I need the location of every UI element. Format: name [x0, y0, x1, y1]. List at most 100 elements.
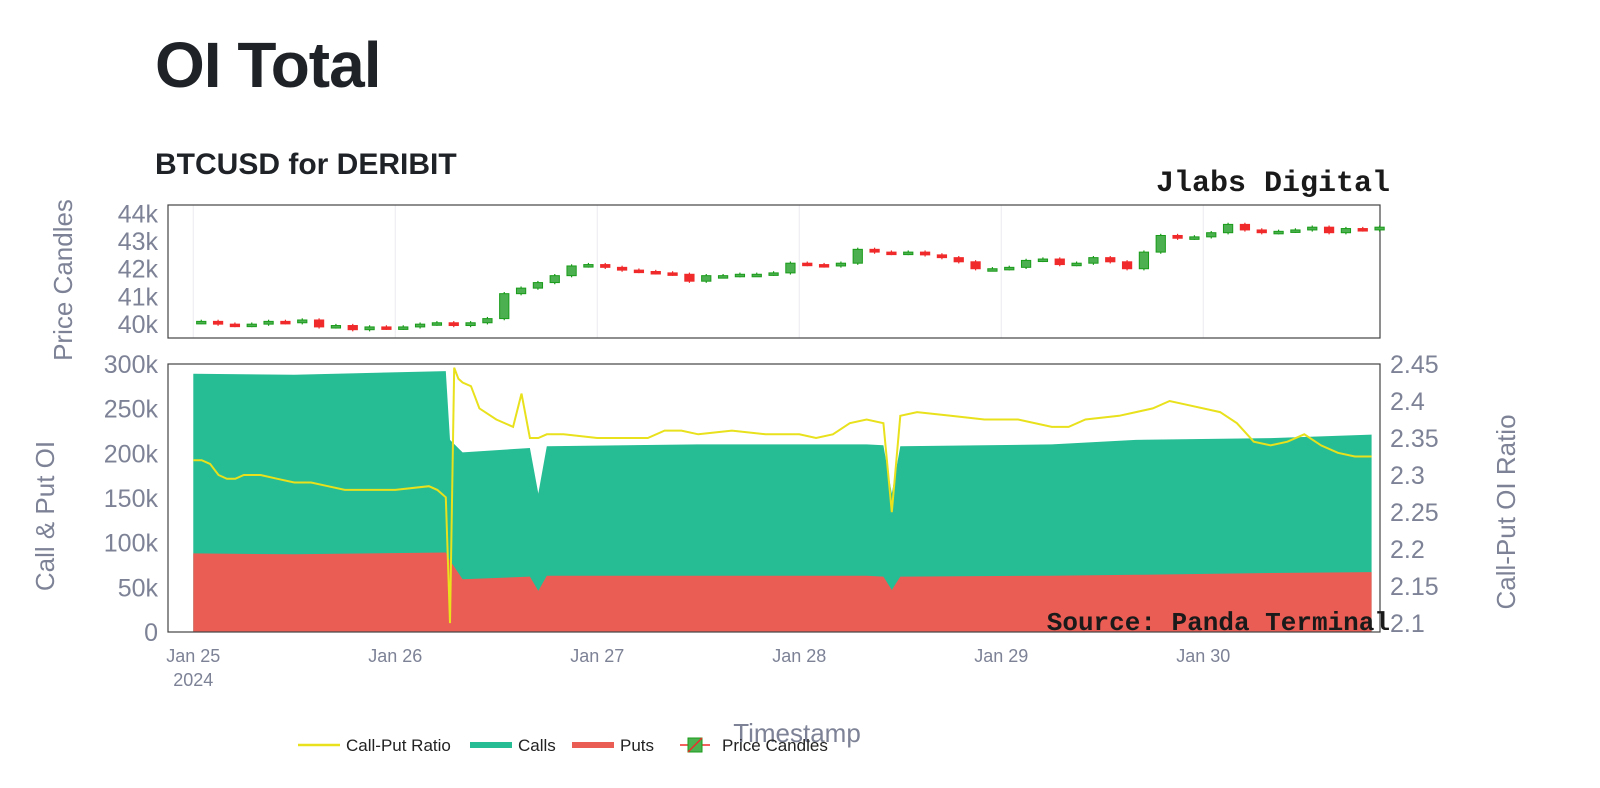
x-axis-title: Timestamp — [733, 718, 861, 748]
price-candle — [448, 321, 459, 328]
y-axis-title-candles: Price Candles — [48, 199, 78, 361]
legend-swatch-candle-slash — [687, 737, 703, 753]
price-candle — [650, 269, 661, 275]
candle-body — [364, 326, 375, 331]
price-candle — [381, 325, 392, 330]
chart-subtitle: BTCUSD for DERIBIT — [155, 148, 457, 181]
x-tick-label: Jan 25 — [166, 646, 220, 666]
candle-body — [684, 273, 695, 282]
candle-body — [1189, 236, 1200, 240]
candle-body — [1323, 226, 1335, 234]
candle-body — [1307, 226, 1318, 231]
price-candle — [818, 262, 830, 268]
price-candle — [751, 272, 762, 278]
candle-body — [532, 282, 544, 289]
price-candle — [717, 273, 729, 279]
price-candle — [1222, 222, 1234, 235]
ratio-y2-tick-label: 2.4 — [1390, 388, 1425, 416]
candle-body — [1273, 230, 1284, 235]
price-candle — [1340, 226, 1352, 235]
price-candle — [532, 280, 544, 290]
candle-body — [1138, 251, 1150, 270]
candle-body — [549, 275, 560, 284]
oi-y-tick-label: 50k — [118, 574, 159, 602]
legend-item: Puts — [572, 736, 654, 755]
price-candle — [869, 247, 880, 254]
price-candle — [1172, 233, 1183, 240]
price-candle — [1105, 255, 1116, 264]
ratio-y2-tick-label: 2.35 — [1390, 425, 1439, 453]
candle-body — [919, 251, 931, 256]
candle-body — [886, 251, 897, 256]
price-candle — [1307, 225, 1318, 232]
call-put-ratio-line — [193, 367, 1372, 624]
candle-body — [1340, 228, 1352, 234]
price-candle — [1054, 257, 1065, 267]
x-tick-label: Jan 30 — [1176, 646, 1230, 666]
oi-y-tick-label: 100k — [104, 530, 159, 558]
candle-body — [751, 273, 762, 278]
candle-body — [1206, 232, 1217, 238]
price-candle — [398, 325, 409, 330]
price-candle — [515, 286, 527, 296]
price-candle — [1256, 228, 1267, 235]
candle-body — [1004, 266, 1015, 271]
candle-body — [987, 268, 998, 272]
price-candle — [330, 323, 342, 329]
price-candle — [583, 262, 594, 268]
price-candle — [919, 250, 931, 257]
price-candle — [1323, 225, 1335, 235]
watermark-top: Jlabs Digital — [1156, 167, 1390, 201]
watermark-bottom: Source: Panda Terminal — [1047, 608, 1390, 638]
price-candle — [1357, 226, 1368, 232]
oi-panel — [167, 363, 1381, 633]
price-candle — [414, 322, 426, 329]
x-tick-label: Jan 28 — [772, 646, 826, 666]
candle-body — [297, 319, 308, 324]
candle-body — [818, 264, 830, 268]
price-candle — [196, 319, 207, 325]
candle-body — [1037, 258, 1049, 263]
candle-body — [936, 254, 948, 259]
candle-body — [650, 271, 661, 275]
price-candle — [684, 272, 695, 283]
price-candle — [633, 268, 645, 274]
price-candle — [667, 271, 678, 276]
candle-body — [414, 323, 426, 328]
price-candle — [1004, 265, 1015, 271]
candle-body — [1290, 229, 1301, 233]
candle-body — [717, 275, 729, 279]
price-candle — [549, 273, 560, 285]
candle-body — [1155, 234, 1166, 253]
price-candle — [1239, 222, 1251, 232]
candle-panel-frame — [167, 204, 1381, 339]
candle-y-tick-label: 42k — [118, 256, 159, 284]
calls-area — [193, 371, 1372, 632]
price-candle — [852, 247, 863, 265]
x-tick-label: Jan 27 — [570, 646, 624, 666]
candle-body — [583, 264, 594, 268]
price-candle — [701, 273, 712, 283]
candle-body — [869, 248, 880, 253]
candle-body — [1020, 259, 1032, 268]
price-candle — [280, 319, 291, 325]
price-candle — [886, 250, 897, 256]
candle-body — [667, 272, 678, 276]
price-candle — [734, 272, 746, 278]
price-candle — [246, 322, 257, 328]
candle-body — [616, 266, 628, 271]
price-candle — [499, 292, 510, 321]
candle-body — [246, 323, 257, 328]
candle-body — [431, 322, 443, 326]
candle-body — [1239, 223, 1251, 231]
price-candle — [1037, 257, 1049, 263]
candle-body — [465, 322, 476, 327]
ratio-y2-tick-label: 2.25 — [1390, 499, 1439, 527]
oi-y-tick-label: 150k — [104, 485, 159, 513]
legend: Call-Put Ratio Calls Puts Price Candles — [298, 736, 828, 755]
candle-body — [600, 264, 611, 268]
candle-body — [229, 323, 241, 328]
candle-body — [313, 319, 325, 328]
